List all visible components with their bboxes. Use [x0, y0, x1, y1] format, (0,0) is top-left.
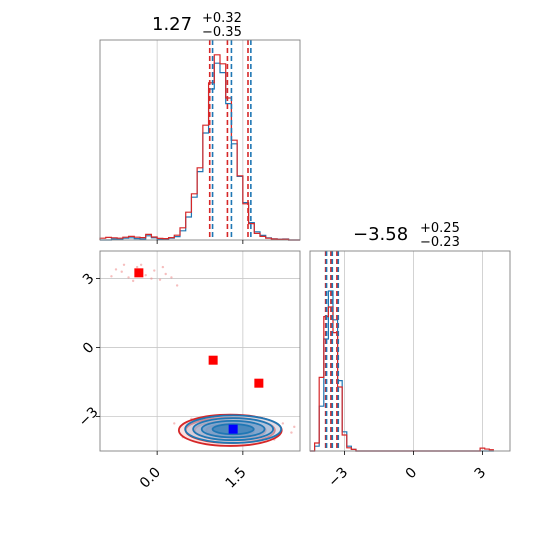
x-tick-label: 0: [403, 465, 421, 483]
scatter-point: [110, 275, 113, 278]
x-tick-label: 0.0: [137, 465, 164, 492]
scatter-point: [161, 265, 165, 269]
scatter-point: [127, 276, 130, 279]
x-param-title-value: 1.27: [152, 14, 192, 35]
scatter-point: [131, 279, 135, 283]
scatter-point: [150, 277, 153, 280]
y-param-title-plus: +0.25: [420, 221, 460, 236]
scatter-point: [153, 269, 156, 272]
x-param-title-minus: −0.35: [202, 25, 242, 40]
y-tick-label: −3: [76, 404, 102, 430]
x-param-title-plus: +0.32: [202, 11, 242, 26]
y-tick-label: 0: [80, 339, 98, 357]
histogram-series: [100, 62, 300, 241]
scatter-point: [293, 425, 296, 429]
scatter-point: [290, 431, 293, 434]
scatter-point: [170, 276, 173, 279]
truth-marker: [208, 355, 218, 365]
scatter-point: [281, 422, 285, 425]
truth-marker: [228, 424, 238, 434]
x-tick-label: 1.5: [223, 465, 250, 492]
scatter-point: [144, 273, 147, 277]
y-param-title-value: −3.58: [353, 224, 408, 245]
x-tick-label: 3: [472, 465, 490, 483]
scatter-point: [120, 270, 123, 273]
scatter-point: [122, 263, 126, 266]
scatter-point: [175, 284, 179, 287]
histogram-series: [99, 54, 300, 241]
y-marginal-histogram: −3 0 3: [309, 250, 511, 491]
truth-marker: [134, 268, 144, 278]
y-tick-label: 3: [80, 270, 98, 288]
panel-frame: [309, 250, 511, 452]
panel-frame: [99, 250, 301, 452]
scatter-point: [135, 265, 139, 269]
panel-frame: [99, 39, 301, 241]
x-marginal-histogram: [99, 39, 301, 244]
scatter-point: [164, 272, 167, 276]
scatter-point: [139, 263, 143, 266]
scatter-point: [114, 268, 118, 271]
scatter-point: [173, 422, 176, 425]
x-tick-label: −3: [325, 465, 351, 491]
truth-marker: [254, 378, 264, 388]
joint-density-panel: 0.0 1.5 −3 0 3: [76, 250, 301, 492]
y-param-title-minus: −0.23: [420, 235, 460, 250]
scatter-point: [158, 278, 162, 281]
